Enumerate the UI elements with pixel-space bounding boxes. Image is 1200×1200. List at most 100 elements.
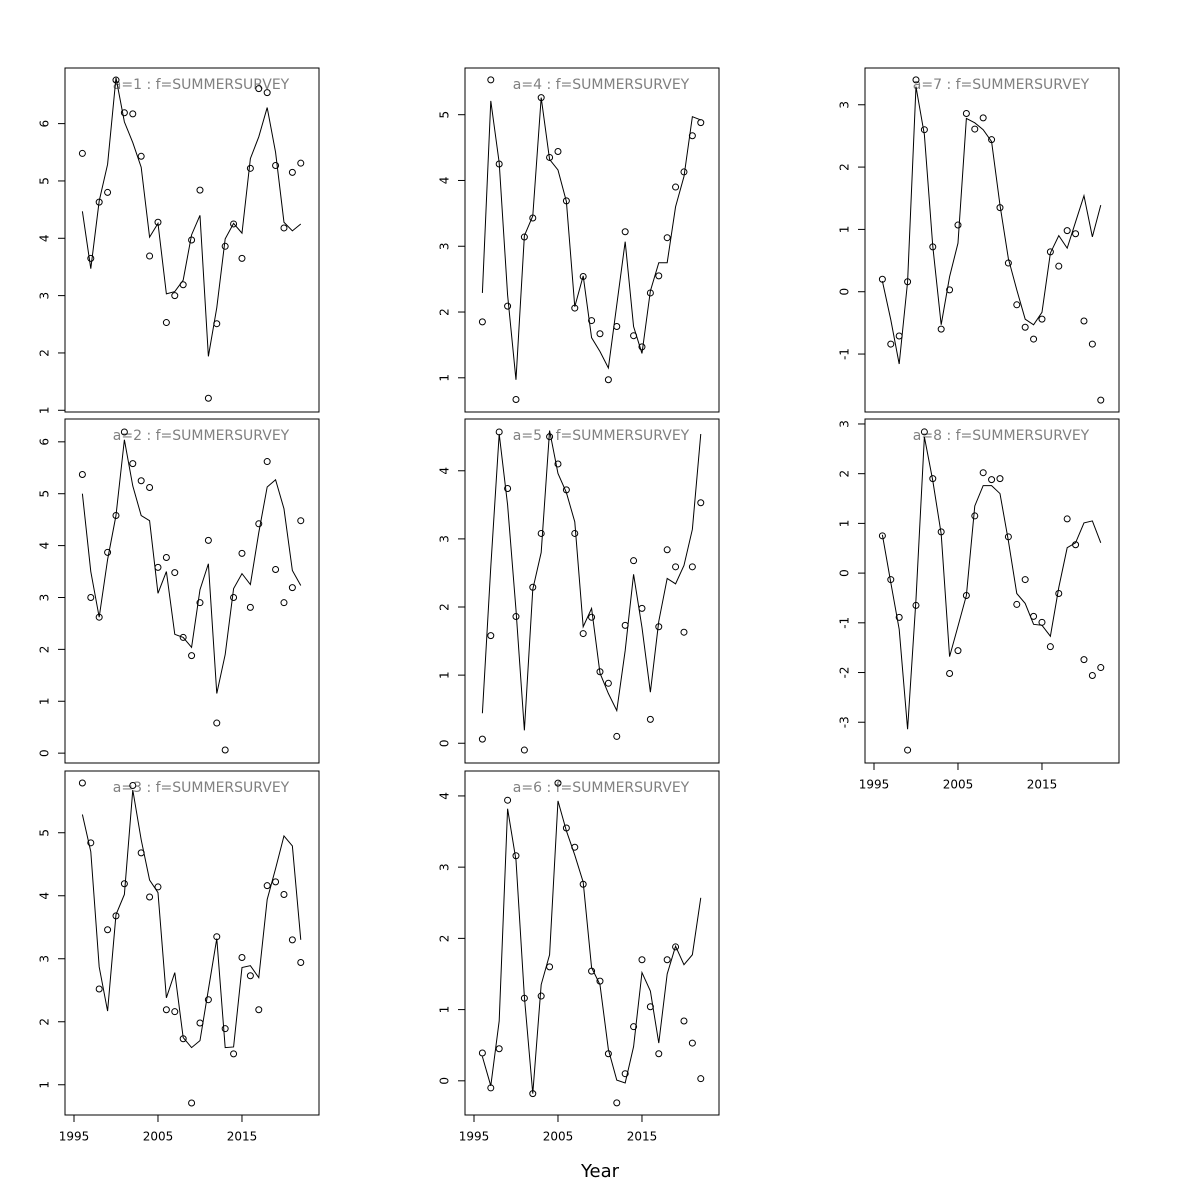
- data-point: [912, 76, 920, 84]
- y-tick-label: 2: [838, 470, 852, 478]
- data-point: [1080, 317, 1088, 325]
- data-point: [621, 228, 629, 236]
- y-tick-label: 4: [38, 892, 52, 900]
- data-point: [162, 1006, 170, 1014]
- data-point: [1038, 315, 1046, 323]
- data-point: [272, 565, 280, 573]
- data-point: [680, 1017, 688, 1025]
- data-point: [288, 936, 296, 944]
- data-point: [246, 164, 254, 172]
- y-tick-label: 1: [838, 520, 852, 528]
- data-point: [971, 125, 979, 133]
- data-point: [588, 613, 596, 621]
- data-point: [104, 926, 112, 934]
- fit-line: [481, 97, 701, 380]
- x-tick-label: 1995: [59, 1130, 90, 1144]
- data-point: [546, 153, 554, 161]
- data-point: [288, 584, 296, 592]
- data-point: [1046, 643, 1054, 651]
- data-point: [1080, 656, 1088, 664]
- x-tick-label: 2005: [143, 1130, 174, 1144]
- data-point: [596, 668, 604, 676]
- panel-title: a=4 : f=SUMMERSURVEY: [513, 77, 690, 93]
- data-point: [230, 593, 238, 601]
- data-point: [221, 242, 229, 250]
- data-point: [487, 632, 495, 640]
- data-point: [937, 325, 945, 333]
- y-tick-label: 3: [438, 535, 452, 543]
- fit-line: [81, 789, 302, 1049]
- data-point: [280, 599, 288, 607]
- data-point: [478, 1049, 486, 1057]
- data-point: [146, 252, 154, 260]
- data-point: [221, 1025, 229, 1033]
- data-point: [297, 959, 305, 967]
- data-point: [663, 234, 671, 242]
- x-tick-label: 2005: [943, 778, 974, 792]
- fit-line: [881, 436, 1102, 730]
- data-point: [297, 159, 305, 167]
- panel-title: a=5 : f=SUMMERSURVEY: [513, 428, 690, 444]
- y-tick-label: 0: [438, 1077, 452, 1085]
- data-point: [638, 604, 646, 612]
- y-tick-label: 5: [38, 829, 52, 837]
- data-point: [478, 735, 486, 743]
- data-point: [954, 647, 962, 655]
- data-point: [204, 536, 212, 544]
- data-point: [120, 880, 128, 888]
- x-tick-label: 2015: [227, 1130, 258, 1144]
- data-point: [179, 633, 187, 641]
- data-point: [255, 1006, 263, 1014]
- y-tick-label: -1: [838, 348, 852, 360]
- data-point: [672, 943, 680, 951]
- data-point: [104, 188, 112, 196]
- data-point: [87, 593, 95, 601]
- y-tick-label: 4: [438, 177, 452, 185]
- data-point: [280, 890, 288, 898]
- data-point: [112, 76, 120, 84]
- y-tick-label: 0: [838, 569, 852, 577]
- data-point: [272, 161, 280, 169]
- data-point: [697, 119, 705, 127]
- plot-frame: [64, 67, 320, 413]
- data-point: [904, 746, 912, 754]
- y-tick-label: 0: [838, 288, 852, 296]
- data-point: [188, 652, 196, 660]
- data-point: [78, 149, 86, 157]
- data-point: [588, 317, 596, 325]
- data-point: [154, 883, 162, 891]
- data-point: [238, 953, 246, 961]
- data-point: [104, 548, 112, 556]
- plot-frame: [864, 418, 1120, 764]
- data-point: [688, 563, 696, 571]
- y-tick-label: 3: [838, 101, 852, 109]
- data-point: [887, 340, 895, 348]
- data-point: [297, 517, 305, 525]
- data-point: [638, 956, 646, 964]
- data-point: [487, 76, 495, 84]
- data-point: [1021, 323, 1029, 331]
- fit-line: [481, 800, 702, 1094]
- plot-frame: [464, 770, 720, 1116]
- data-point: [895, 332, 903, 340]
- y-tick-label: 1: [38, 406, 52, 414]
- data-point: [504, 796, 512, 804]
- data-point: [672, 563, 680, 571]
- data-point: [171, 1008, 179, 1016]
- data-point: [646, 715, 654, 723]
- data-point: [137, 477, 145, 485]
- y-tick-label: 5: [438, 111, 452, 119]
- y-tick-label: 2: [838, 163, 852, 171]
- data-point: [1013, 600, 1021, 608]
- data-point: [1063, 227, 1071, 235]
- data-point: [630, 1023, 638, 1031]
- plot-frame: [464, 67, 720, 413]
- data-point: [221, 746, 229, 754]
- data-point: [621, 1070, 629, 1078]
- plot-frame: [64, 770, 320, 1116]
- y-tick-label: 1: [838, 226, 852, 234]
- data-point: [613, 1099, 621, 1107]
- data-point: [95, 985, 103, 993]
- data-point: [78, 471, 86, 479]
- plot-frame: [64, 418, 320, 764]
